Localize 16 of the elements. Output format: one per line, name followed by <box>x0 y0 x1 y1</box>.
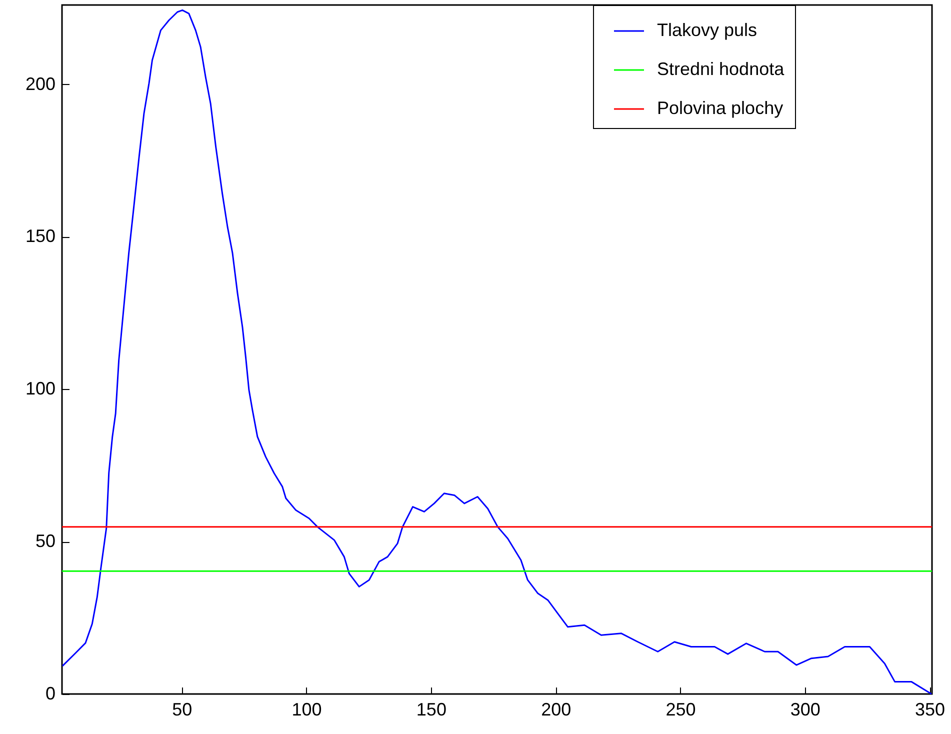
y-tick-label: 50 <box>35 531 56 552</box>
x-tick-label: 50 <box>172 700 192 720</box>
x-tick-label: 200 <box>541 700 572 720</box>
legend-label: Stredni hodnota <box>657 59 786 79</box>
y-tick-label: 150 <box>25 226 56 246</box>
y-tick-label: 0 <box>45 684 56 704</box>
legend-label: Tlakovy puls <box>657 20 758 40</box>
line-series <box>62 9 932 695</box>
x-tick-label: 350 <box>914 700 946 720</box>
y-tick-label: 200 <box>25 74 56 94</box>
y-tick-label: 100 <box>25 378 56 399</box>
x-tick-label: 300 <box>790 700 820 720</box>
x-tick-label: 100 <box>292 700 322 720</box>
legend-label: Polovina plochy <box>657 98 784 118</box>
x-tick-label: 250 <box>666 700 696 720</box>
x-tick-label: 150 <box>416 700 446 720</box>
